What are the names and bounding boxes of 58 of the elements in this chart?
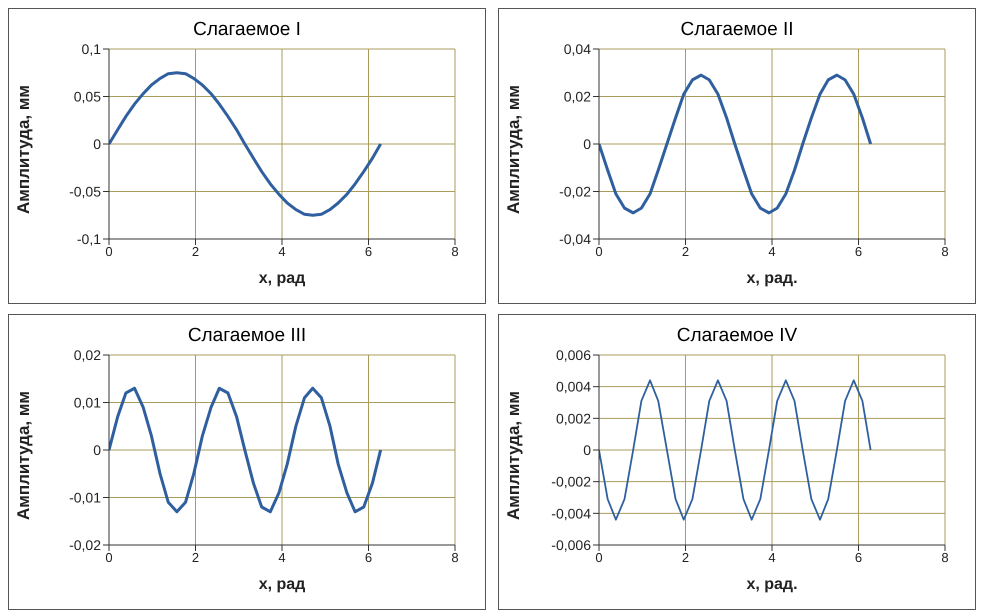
y-axis-title: Амплитуда, мм xyxy=(504,391,524,520)
line-series xyxy=(599,74,872,214)
x-tick-label: 4 xyxy=(278,550,286,566)
y-tick-label: -0,006 xyxy=(551,536,592,553)
chart-title: Слагаемое I xyxy=(192,19,302,41)
y-tick-label: 0 xyxy=(93,442,102,458)
x-tick-label: 2 xyxy=(682,550,690,566)
y-tick-label: -0,004 xyxy=(551,505,592,522)
chart-title: Слагаемое IV xyxy=(676,325,798,347)
y-tick-label: 0 xyxy=(583,136,592,152)
x-tick-label: 0 xyxy=(595,244,603,260)
x-tick-label: 6 xyxy=(854,244,862,260)
x-axis-title: x, рад. xyxy=(746,270,798,287)
y-tick-label: -0,02 xyxy=(69,536,102,553)
line-series xyxy=(109,386,382,514)
x-tick-label: 4 xyxy=(278,244,286,260)
y-tick-label: 0,004 xyxy=(556,378,592,395)
y-tick-label: -0,002 xyxy=(551,474,592,490)
x-tick-label: 4 xyxy=(768,550,776,566)
y-tick-label: 0,002 xyxy=(556,410,592,426)
y-tick-label: -0,02 xyxy=(559,183,592,200)
y-tick-label: -0,01 xyxy=(69,489,102,506)
y-tick-label: 0,05 xyxy=(74,88,102,104)
y-tick-label: 0,02 xyxy=(564,88,592,104)
y-tick-label: 0,02 xyxy=(74,346,102,363)
y-tick-label: 0,04 xyxy=(564,40,592,57)
y-tick-label: -0,1 xyxy=(76,230,102,247)
x-tick-label: 8 xyxy=(451,244,459,260)
x-tick-label: 6 xyxy=(854,550,862,566)
y-axis-title: Амплитуда, мм xyxy=(14,85,34,214)
line-series xyxy=(109,71,382,217)
y-tick-label: 0,1 xyxy=(82,40,102,57)
y-axis-title: Амплитуда, мм xyxy=(14,391,34,520)
x-tick-label: 0 xyxy=(595,550,603,566)
chart-title: Слагаемое III xyxy=(186,325,308,347)
x-tick-label: 2 xyxy=(192,550,200,566)
y-tick-label: 0 xyxy=(93,136,102,152)
x-tick-label: 6 xyxy=(364,550,372,566)
x-tick-label: 2 xyxy=(682,244,690,260)
chart-title: Слагаемое II xyxy=(679,19,795,41)
y-tick-label: 0,006 xyxy=(556,346,592,363)
x-tick-label: 0 xyxy=(105,244,113,260)
y-tick-label: -0,04 xyxy=(559,230,592,247)
y-axis-title: Амплитуда, мм xyxy=(504,85,524,214)
x-tick-label: 8 xyxy=(941,550,949,566)
x-axis-title: x, рад xyxy=(258,270,306,287)
y-tick-label: 0 xyxy=(583,442,592,458)
x-axis-title: x, рад. xyxy=(746,576,798,593)
x-tick-label: 8 xyxy=(451,550,459,566)
x-tick-label: 4 xyxy=(768,244,776,260)
x-axis-title: x, рад xyxy=(258,576,306,593)
x-tick-label: 0 xyxy=(105,550,113,566)
y-tick-label: 0,01 xyxy=(74,394,102,410)
x-tick-label: 6 xyxy=(364,244,372,260)
x-tick-label: 2 xyxy=(192,244,200,260)
line-series xyxy=(599,379,872,521)
x-tick-label: 8 xyxy=(941,244,949,260)
y-tick-label: -0,05 xyxy=(69,183,102,200)
